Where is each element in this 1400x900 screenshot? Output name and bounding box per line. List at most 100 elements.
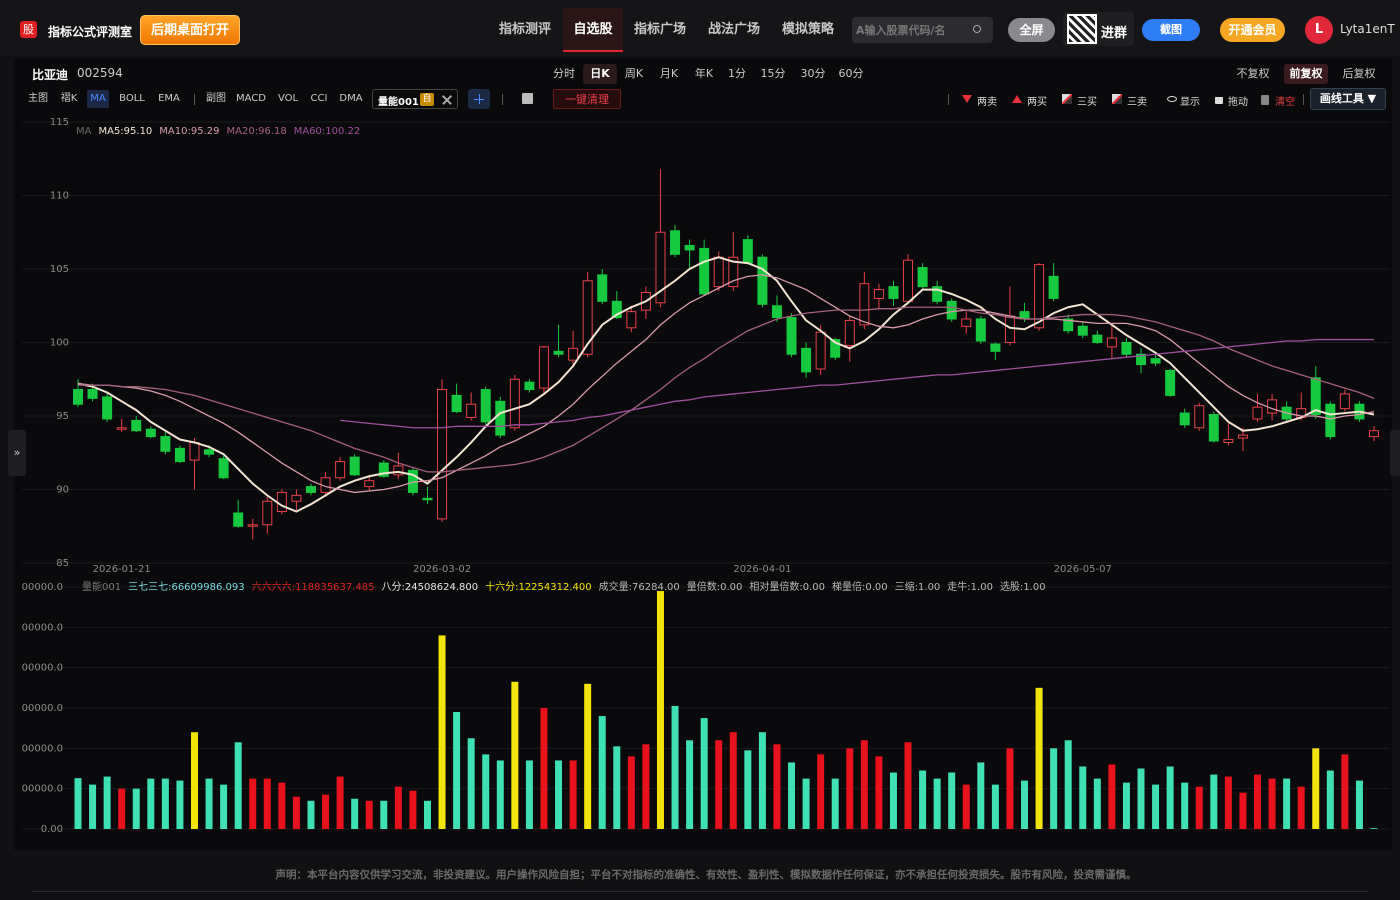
candle-body xyxy=(116,427,127,430)
candle-body xyxy=(509,378,520,429)
candle-body xyxy=(204,449,215,455)
username[interactable]: Lyta1enT xyxy=(1340,22,1395,36)
candle-body xyxy=(466,403,477,418)
volume-bar xyxy=(555,760,563,829)
candle-body xyxy=(218,458,229,479)
tool-button[interactable]: 显示 xyxy=(1180,97,1200,108)
vip-button[interactable]: 开通会员 xyxy=(1220,18,1285,42)
indicator-tab[interactable]: MA xyxy=(87,90,109,108)
y-tick-label: 115 xyxy=(50,117,69,128)
ma-line xyxy=(78,306,1375,473)
period-tab[interactable]: 15分 xyxy=(760,67,786,80)
qr-code xyxy=(1067,14,1097,44)
volume-bar xyxy=(744,750,752,829)
volume-bar xyxy=(1006,748,1014,829)
period-tab[interactable]: 年K xyxy=(694,67,714,80)
draw-tools-button[interactable]: 画线工具 ▼ xyxy=(1310,88,1386,110)
save-icon[interactable] xyxy=(522,93,533,104)
volume-bar xyxy=(1283,778,1291,829)
tool-button[interactable]: 两卖 xyxy=(977,97,997,108)
candle-body xyxy=(131,419,142,432)
indicator-chip[interactable] xyxy=(372,89,458,109)
indicator-tab[interactable]: CCI xyxy=(310,93,328,104)
candle-body xyxy=(1034,264,1045,329)
period-tab[interactable]: 30分 xyxy=(800,67,826,80)
candle-body xyxy=(932,286,943,302)
period-tab[interactable]: 月K xyxy=(659,67,679,80)
candle-body xyxy=(670,230,681,255)
tool-button[interactable]: 三买 xyxy=(1077,97,1097,108)
period-tab[interactable]: 周K xyxy=(624,67,644,80)
open-desktop-button[interactable]: 后期桌面打开 xyxy=(140,15,240,45)
candle-body xyxy=(1004,315,1015,344)
period-tab[interactable]: 日K xyxy=(583,64,617,84)
adjust-tab[interactable]: 后复权 xyxy=(1342,67,1376,80)
volume-bar xyxy=(249,778,257,829)
legend-entry: MA xyxy=(76,126,92,137)
volume-bar xyxy=(933,778,941,829)
screenshot-button[interactable]: 截图 xyxy=(1142,19,1200,41)
nav-item[interactable]: 指标广场 xyxy=(633,22,686,37)
period-tab[interactable]: 1分 xyxy=(728,67,746,80)
candle-body xyxy=(87,389,98,399)
join-group[interactable]: 进群 xyxy=(1101,26,1128,41)
search-icon xyxy=(973,25,981,33)
volume-bar xyxy=(584,683,592,829)
candle-body xyxy=(903,259,914,302)
clear-button[interactable]: 一键清理 xyxy=(553,89,621,109)
tool-icon xyxy=(1012,95,1022,103)
volume-bar xyxy=(409,790,417,829)
candle-body xyxy=(771,305,782,319)
period-tab[interactable]: 60分 xyxy=(838,67,864,80)
candle-body xyxy=(1325,403,1336,438)
legend-entry: 量能001 xyxy=(82,580,121,593)
indicator-tab[interactable]: MACD xyxy=(236,93,266,104)
sidebar-toggle-right[interactable] xyxy=(1390,430,1400,476)
tool-button[interactable]: 拖动 xyxy=(1228,97,1248,108)
fullscreen-button[interactable]: 全屏 xyxy=(1008,18,1055,42)
separator xyxy=(502,94,503,105)
avatar[interactable]: L xyxy=(1305,16,1333,44)
volume-bar xyxy=(671,705,679,829)
candle-body xyxy=(1106,337,1117,348)
volume-bar xyxy=(1254,774,1262,829)
indicator-tab[interactable]: 主图 xyxy=(28,93,48,104)
candle-body xyxy=(611,300,622,319)
indicator-tab[interactable]: BOLL xyxy=(119,93,145,104)
volume-bar xyxy=(598,716,606,829)
candle-body xyxy=(1048,275,1059,299)
tool-icon xyxy=(962,95,972,103)
tool-button[interactable]: 清空 xyxy=(1275,97,1295,108)
sidebar-toggle[interactable]: » xyxy=(8,430,26,476)
search-box[interactable] xyxy=(852,17,993,43)
separator xyxy=(194,94,195,105)
indicator-tab[interactable]: VOL xyxy=(277,93,299,104)
candle-body xyxy=(1208,414,1219,442)
indicator-tab[interactable]: 副图 xyxy=(206,93,226,104)
adjust-tab[interactable]: 前复权 xyxy=(1284,64,1328,84)
search-placeholder: A输入股票代码/名 xyxy=(856,24,946,37)
tool-button[interactable]: 两买 xyxy=(1027,97,1047,108)
volume-bar xyxy=(948,772,956,829)
x-tick-label: 2026-04-01 xyxy=(733,564,791,575)
period-tab[interactable]: 分时 xyxy=(553,67,575,80)
volume-bar xyxy=(190,732,198,829)
volume-bar xyxy=(1239,792,1247,829)
candle-body xyxy=(378,462,389,477)
candle-body xyxy=(990,343,1001,352)
candle-body xyxy=(844,319,855,346)
y-tick-label: 20000000.0 xyxy=(22,743,63,754)
nav-item[interactable]: 战法广场 xyxy=(707,22,760,37)
adjust-tab[interactable]: 不复权 xyxy=(1236,67,1270,80)
nav-item[interactable]: 指标测评 xyxy=(498,22,551,37)
tool-button[interactable]: 三卖 xyxy=(1127,97,1147,108)
volume-bar xyxy=(1166,766,1174,829)
nav-item[interactable]: 模拟策略 xyxy=(781,22,834,37)
volume-bar xyxy=(1079,766,1087,829)
indicator-tab[interactable]: DMA xyxy=(339,93,363,104)
indicator-tab[interactable]: EMA xyxy=(158,93,180,104)
indicator-tab[interactable]: 褶K xyxy=(60,93,78,104)
candle-body xyxy=(873,289,884,299)
volume-bar xyxy=(860,740,868,829)
nav-item[interactable]: 自选股 xyxy=(563,8,623,52)
